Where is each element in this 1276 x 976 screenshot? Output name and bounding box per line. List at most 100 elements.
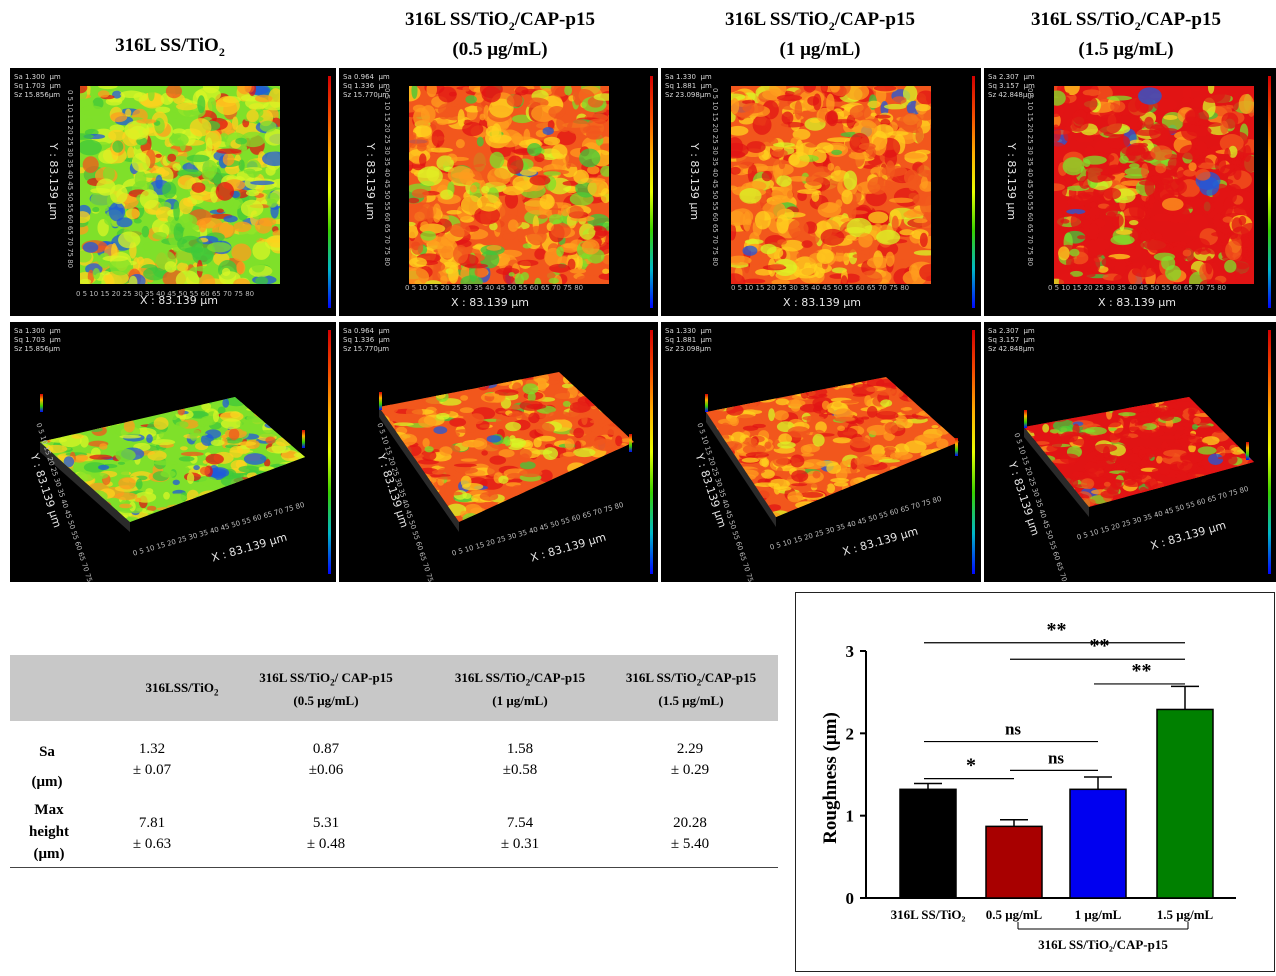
- table-cell: 5.31 ± 0.48: [306, 815, 346, 852]
- corner-marker: [1024, 410, 1027, 428]
- corner-marker: [629, 434, 632, 452]
- x-axis-label: X : 83.139 μm: [783, 296, 861, 309]
- surface-image: [731, 86, 931, 284]
- x-axis-ticks: 0 5 10 15 20 25 30 35 40 45 50 55 60 65 …: [76, 290, 255, 298]
- surface-image: [379, 372, 634, 532]
- table-bottom-rule: [10, 867, 778, 868]
- x-category-label: 316L SS/TiO₂: [891, 907, 966, 922]
- column-title-3: 316L SS/TiO2/CAP-p15 (1 μg/mL): [725, 9, 915, 60]
- height-map-2d-4: Sa 2.307 μm Sq 3.157 μm Sz 42.848μm 0 5 …: [984, 68, 1276, 316]
- significance-brackets: ** ** ** ns ns *: [924, 619, 1185, 780]
- surface-stats: Sa 1.300 μm Sq 1.703 μm Sz 15.856μm: [14, 327, 61, 353]
- bar: [899, 788, 957, 899]
- x-category-label: 1 μg/mL: [1075, 907, 1122, 922]
- x-axis-label: X : 83.139 μm: [1098, 296, 1176, 309]
- column-title-4: 316L SS/TiO2/CAP-p15 (1.5 μg/mL): [1031, 9, 1221, 60]
- bars: [899, 685, 1214, 899]
- height-map-3d-4: Sa 2.307 μm Sq 3.157 μm Sz 42.848μm 0 5 …: [984, 322, 1276, 582]
- y-axis-ticks: 0 5 10 15 20 25 30 35 40 45 50 55 60 65 …: [66, 90, 74, 269]
- bar: [1156, 708, 1214, 899]
- height-map-2d-2: Sa 0.964 μm Sq 1.336 μm Sz 15.770μm 0 5 …: [339, 68, 658, 316]
- group-label: 316L SS/TiO₂/CAP-p15: [1038, 937, 1168, 952]
- table-header-cell: 316LSS/TiO2: [145, 680, 219, 698]
- y-axis-ticks: 0 5 10 15 20 25 30 35 40 45 50 55 60 65 …: [1026, 88, 1034, 267]
- table-header-cell: 316L SS/TiO2/ CAP-p15 (0.5 μg/mL): [259, 670, 393, 708]
- surface-image: [40, 397, 305, 532]
- row-label-sa: Sa (μm): [31, 744, 63, 790]
- height-map-3d-3: Sa 1.330 μm Sq 1.881 μm Sz 23.098μm 0 5 …: [661, 322, 981, 582]
- roughness-bar-chart: Roughness (μm) 0 1 2 3 ** ** ** ns ns * 316L SS/…: [795, 592, 1275, 972]
- x-category-label: 0.5 μg/mL: [986, 907, 1043, 922]
- y-axis-label: Y : 83.139 μm: [1005, 143, 1018, 221]
- height-map-3d-1: Sa 1.300 μm Sq 1.703 μm Sz 15.856μm 0 5 …: [10, 322, 336, 582]
- surface-image: [1054, 86, 1254, 284]
- table-header: [10, 655, 778, 721]
- color-scale-bar: [650, 330, 653, 574]
- corner-marker: [379, 392, 382, 410]
- table-header-cell: 316L SS/TiO2/CAP-p15 (1.5 μg/mL): [625, 670, 757, 708]
- y-tick-label: 3: [846, 642, 855, 661]
- corner-marker: [955, 438, 958, 456]
- surface-stats: Sa 2.307 μm Sq 3.157 μm Sz 42.848μm: [988, 73, 1035, 99]
- table-cell: 1.32 ± 0.07: [132, 741, 172, 778]
- y-axis-label: Y : 83.139 μm: [364, 143, 377, 221]
- color-scale-bar: [972, 330, 975, 574]
- significance-label: ns: [1005, 720, 1021, 739]
- surface-stats: Sa 1.330 μm Sq 1.881 μm Sz 23.098μm: [665, 73, 712, 99]
- row-label-max-height: Max height (μm): [28, 802, 69, 862]
- x-axis-ticks: 0 5 10 15 20 25 30 35 40 45 50 55 60 65 …: [405, 284, 584, 292]
- height-map-3d-2: Sa 0.964 μm Sq 1.336 μm Sz 15.770μm 0 5 …: [339, 322, 658, 582]
- surface-image: [706, 377, 959, 527]
- table-cell: 2.29 ± 0.29: [670, 741, 710, 778]
- significance-label: **: [1090, 635, 1110, 657]
- corner-marker: [1246, 442, 1249, 460]
- x-axis-ticks: 0 5 10 15 20 25 30 35 40 45 50 55 60 65 …: [731, 284, 910, 292]
- significance-label: **: [1047, 619, 1067, 641]
- x-axis-label: X : 83.139 μm: [451, 296, 529, 309]
- y-tick-label: 0: [846, 889, 855, 908]
- color-scale-bar: [328, 330, 331, 574]
- color-scale-bar: [1268, 330, 1271, 574]
- significance-label: ns: [1048, 748, 1064, 767]
- table-cell: 20.28 ± 5.40: [670, 815, 710, 852]
- surface-stats: Sa 0.964 μm Sq 1.336 μm Sz 15.770μm: [343, 73, 390, 99]
- surface-stats: Sa 0.964 μm Sq 1.336 μm Sz 15.770μm: [343, 327, 390, 353]
- significance-label: *: [966, 755, 976, 777]
- surface-stats: Sa 1.300 μm Sq 1.703 μm Sz 15.856μm: [14, 73, 61, 99]
- table-header-cell: 316L SS/TiO2/CAP-p15 (1 μg/mL): [454, 670, 586, 708]
- y-axis-ticks: 0 5 10 15 20 25 30 35 40 45 50 55 60 65 …: [383, 88, 391, 267]
- table-cell: 7.81 ± 0.63: [132, 815, 172, 852]
- surface-image: [409, 86, 609, 284]
- x-axis-categories: 316L SS/TiO₂ 0.5 μg/mL 1 μg/mL 1.5 μg/mL: [891, 907, 1214, 922]
- significance-label: **: [1132, 660, 1152, 682]
- y-tick-label: 2: [846, 724, 855, 743]
- y-axis-label: Y : 83.139 μm: [688, 143, 701, 221]
- table-cell: 0.87 ±0.06: [308, 741, 344, 778]
- bar: [1069, 788, 1127, 899]
- color-scale-bar: [650, 76, 653, 308]
- height-map-2d-3: Sa 1.330 μm Sq 1.881 μm Sz 23.098μm 0 5 …: [661, 68, 981, 316]
- x-axis-ticks: 0 5 10 15 20 25 30 35 40 45 50 55 60 65 …: [1048, 284, 1227, 292]
- chart-canvas: Roughness (μm) 0 1 2 3 ** ** ** ns ns * 316L SS/…: [820, 619, 1236, 952]
- table-cell: 1.58 ±0.58: [502, 741, 538, 778]
- y-axis-title: Roughness (μm): [820, 712, 841, 844]
- surface-stats: Sa 2.307 μm Sq 3.157 μm Sz 42.848μm: [988, 327, 1035, 353]
- corner-marker: [302, 430, 305, 448]
- color-scale-bar: [972, 76, 975, 308]
- table-cell: 7.54 ± 0.31: [500, 815, 540, 852]
- surface-image: [80, 86, 280, 284]
- bar: [985, 825, 1043, 899]
- corner-marker: [705, 394, 708, 412]
- column-title-2: 316L SS/TiO2/CAP-p15 (0.5 μg/mL): [405, 9, 595, 60]
- height-map-2d-1: Sa 1.300 μm Sq 1.703 μm Sz 15.856μm 0 5 …: [10, 68, 336, 316]
- color-scale-bar: [328, 76, 331, 308]
- x-category-label: 1.5 μg/mL: [1157, 907, 1214, 922]
- corner-marker: [40, 394, 43, 412]
- y-axis-ticks: 0 1 2 3: [846, 642, 866, 908]
- surface-stats: Sa 1.330 μm Sq 1.881 μm Sz 23.098μm: [665, 327, 712, 353]
- y-axis-ticks: 0 5 10 15 20 25 30 35 40 45 50 55 60 65 …: [711, 88, 719, 267]
- column-title-1: 316L SS/TiO2: [115, 35, 225, 59]
- x-axis-label: X : 83.139 μm: [140, 294, 218, 307]
- color-scale-bar: [1268, 76, 1271, 308]
- y-tick-label: 1: [846, 807, 855, 826]
